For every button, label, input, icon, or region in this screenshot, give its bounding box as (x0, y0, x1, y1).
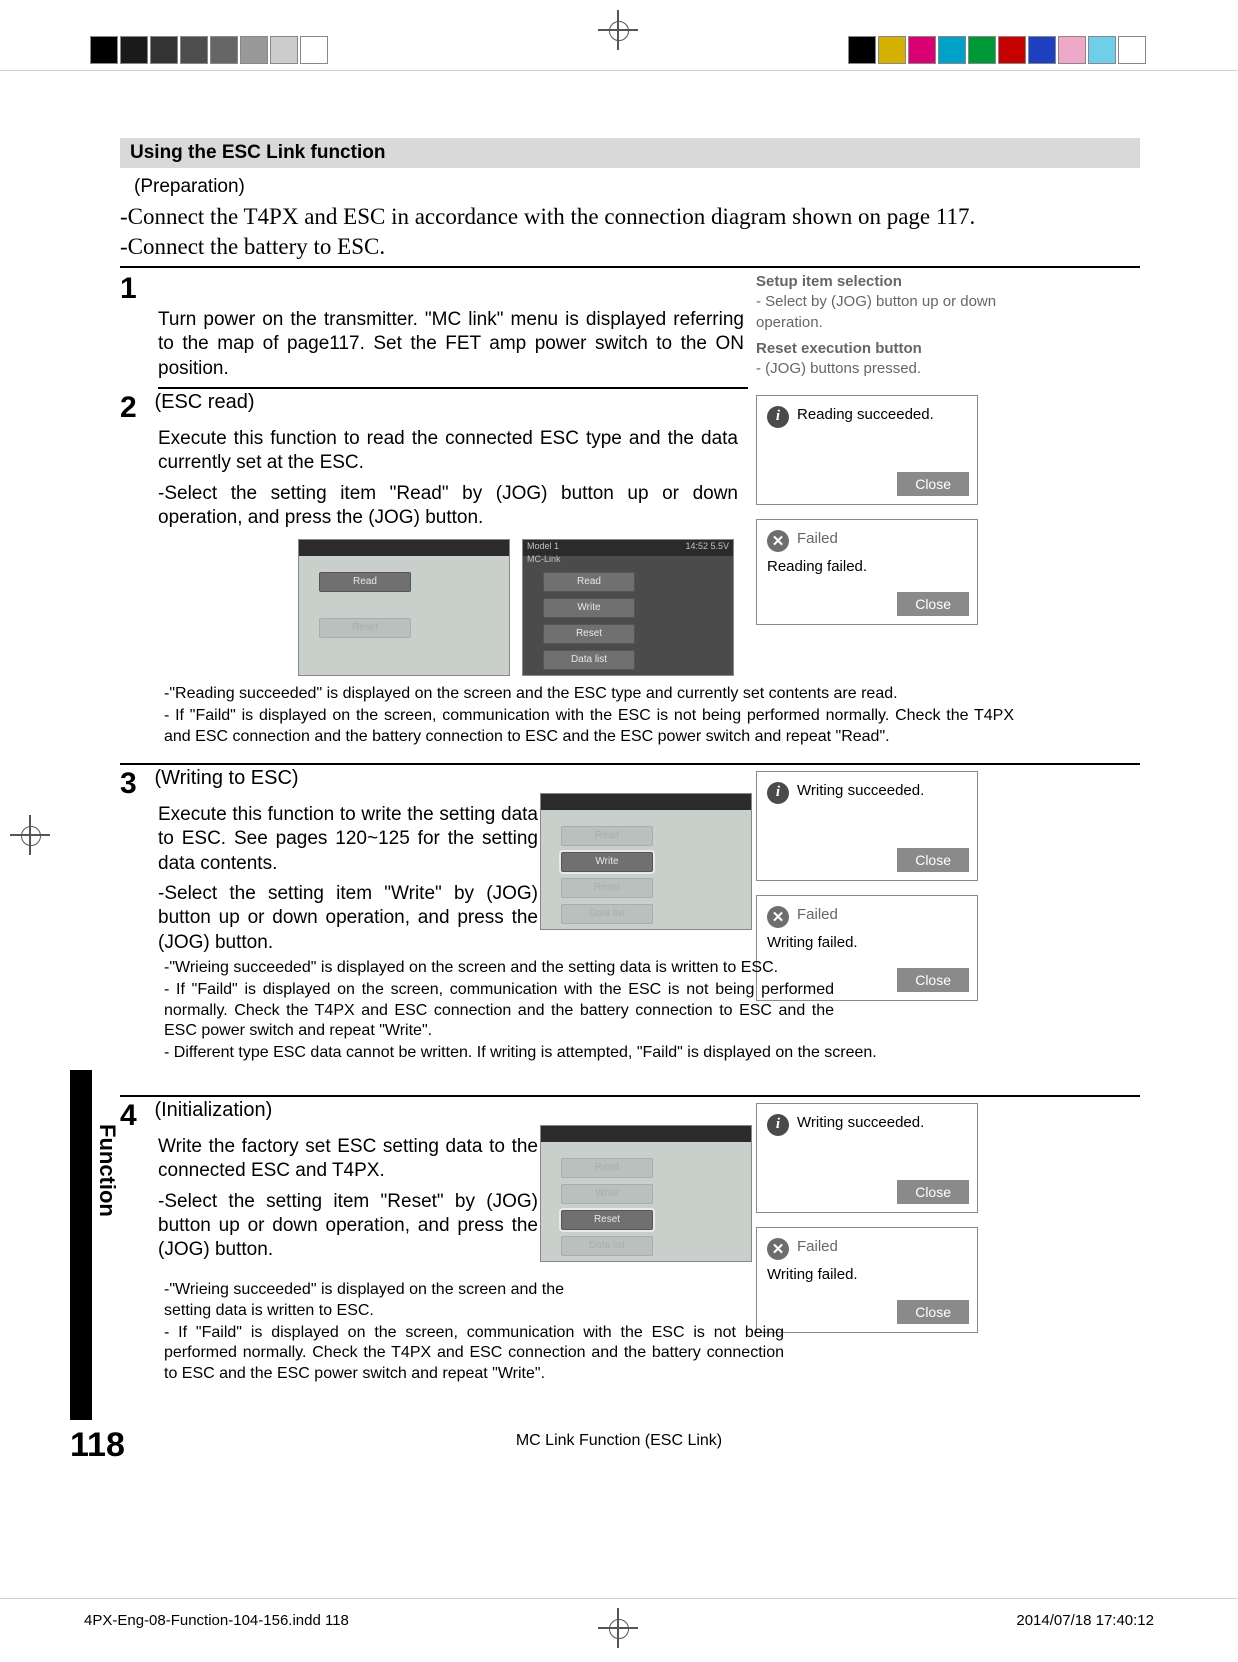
datalist-button[interactable]: Data list (543, 650, 635, 670)
help-text: - (JOG) buttons pressed. (756, 359, 1056, 379)
write-button[interactable]: Write (561, 1184, 653, 1204)
dialog-text: Reading succeeded. (797, 406, 934, 424)
read-button[interactable]: Read (561, 1158, 653, 1178)
step-title: (Initialization) (154, 1099, 272, 1122)
crop-mark-icon (10, 815, 50, 855)
step4-note2: - If "Faild" is displayed on the screen,… (164, 1323, 784, 1385)
info-icon: i (767, 1114, 789, 1136)
dialog-write-ok: i Writing succeeded. Close (756, 771, 978, 881)
dialog-text: Reading failed. (757, 558, 977, 581)
crop-mark-icon (598, 10, 638, 50)
preparation-label: (Preparation) (134, 176, 1140, 198)
info-icon: i (767, 782, 789, 804)
crop-mark-icon (598, 1608, 638, 1648)
reset-button[interactable]: Reset (543, 624, 635, 644)
section-header: Using the ESC Link function (120, 138, 1140, 168)
side-tab: Function (70, 1070, 118, 1420)
datalist-button[interactable]: Data list (561, 1236, 653, 1256)
indd-filepath: 4PX-Eng-08-Function-104-156.indd 118 (84, 1612, 349, 1629)
datalist-button[interactable]: Data list (561, 904, 653, 924)
step2-p2: -Select the setting item "Read" by (JOG)… (158, 482, 738, 531)
dialog-text: Writing failed. (757, 1266, 977, 1289)
step2-p1: Execute this function to read the connec… (158, 427, 738, 476)
step3-note3: - Different type ESC data cannot be writ… (164, 1043, 1014, 1064)
dialog-write-fail: ✕ Failed Writing failed. Close (756, 1227, 978, 1333)
step2-note2: - If "Faild" is displayed on the screen,… (164, 706, 1014, 748)
error-icon: ✕ (767, 530, 789, 552)
reset-button[interactable]: Reset (561, 1210, 653, 1230)
step-number: 3 (120, 767, 146, 801)
step3-p2: -Select the setting item "Write" by (JOG… (158, 882, 538, 955)
prep-line: -Connect the battery to ESC. (120, 234, 1140, 260)
read-button[interactable]: Read (543, 572, 635, 592)
step3-note2: - If "Faild" is displayed on the screen,… (164, 980, 834, 1042)
close-button[interactable]: Close (897, 1180, 969, 1204)
step3-note1: -"Wrieing succeeded" is displayed on the… (164, 958, 834, 979)
write-button[interactable]: Write (561, 852, 653, 872)
dialog-read-fail: ✕ Failed Reading failed. Close (756, 519, 978, 625)
step3-p1: Execute this function to write the setti… (158, 803, 538, 876)
error-icon: ✕ (767, 906, 789, 928)
error-icon: ✕ (767, 1238, 789, 1260)
read-button[interactable]: Read (319, 572, 411, 592)
dialog-read-ok: i Reading succeeded. Close (756, 395, 978, 505)
step-number: 4 (120, 1099, 146, 1133)
close-button[interactable]: Close (897, 1300, 969, 1324)
close-button[interactable]: Close (897, 472, 969, 496)
dialog-title: Failed (797, 906, 838, 923)
help-title: Reset execution button (756, 339, 1056, 359)
dialog-write-ok: i Writing succeeded. Close (756, 1103, 978, 1213)
close-button[interactable]: Close (897, 848, 969, 872)
step-number: 2 (120, 391, 146, 425)
reset-button[interactable]: Reset (319, 618, 411, 638)
indd-timestamp: 2014/07/18 17:40:12 (1016, 1612, 1154, 1629)
help-setup: Setup item selection - Select by (JOG) b… (756, 272, 1056, 379)
close-button[interactable]: Close (897, 592, 969, 616)
footer-title: MC Link Function (ESC Link) (0, 1432, 1238, 1450)
step4-note1: -"Wrieing succeeded" is displayed on the… (164, 1280, 564, 1322)
step4-p2: -Select the setting item "Reset" by (JOG… (158, 1190, 538, 1263)
mc-link-screenshot: Read Reset (298, 539, 510, 676)
help-text: - Select by (JOG) button up or down oper… (756, 292, 1056, 333)
page-content: Using the ESC Link function (Preparation… (120, 138, 1140, 1401)
write-button[interactable]: Write (543, 598, 635, 618)
step4-p1: Write the factory set ESC setting data t… (158, 1135, 538, 1184)
dialog-title: Failed (797, 530, 838, 547)
mc-link-screenshot: Read Write Reset Data list (540, 793, 752, 930)
dialog-title: Failed (797, 1238, 838, 1255)
read-button[interactable]: Read (561, 826, 653, 846)
prep-line: -Connect the T4PX and ESC in accordance … (120, 204, 1140, 230)
mc-link-screenshot-dark: Model 114:52 5.5V MC-Link Read Write Res… (522, 539, 734, 676)
dialog-text: Writing succeeded. (797, 1114, 924, 1132)
dialog-text: Writing succeeded. (797, 782, 924, 800)
mc-link-screenshot: Read Write Reset Data list (540, 1125, 752, 1262)
step-number: 1 (120, 272, 146, 306)
step1-body: Turn power on the transmitter. "MC link"… (158, 308, 744, 381)
step-title: (Writing to ESC) (154, 767, 298, 790)
reset-button[interactable]: Reset (561, 878, 653, 898)
help-title: Setup item selection (756, 272, 1056, 292)
info-icon: i (767, 406, 789, 428)
side-tab-label: Function (94, 1124, 120, 1217)
step2-note1: -"Reading succeeded" is displayed on the… (164, 684, 1014, 705)
dialog-text: Writing failed. (757, 934, 977, 957)
step-title: (ESC read) (154, 391, 254, 414)
